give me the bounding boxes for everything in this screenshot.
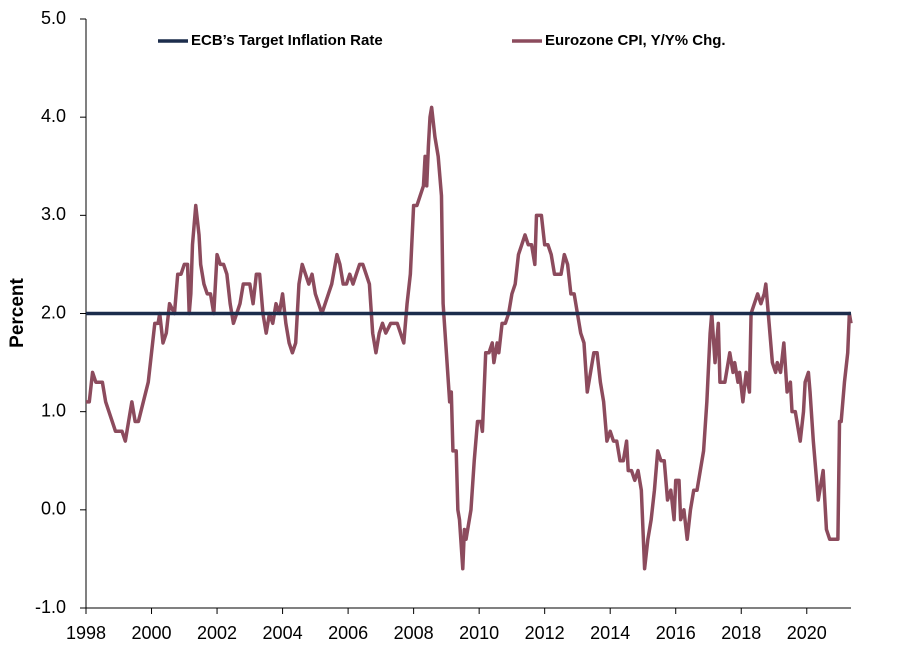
x-tick-label: 2016: [656, 623, 696, 643]
legend-label: Eurozone CPI, Y/Y% Chg.: [545, 32, 726, 49]
x-tick-label: 2000: [132, 623, 172, 643]
x-tick-label: 2018: [721, 623, 761, 643]
x-tick-label: 2014: [590, 623, 630, 643]
y-tick-label: 2.0: [41, 302, 66, 322]
x-tick-label: 2012: [525, 623, 565, 643]
y-tick-label: -1.0: [35, 597, 66, 617]
y-tick-label: 5.0: [41, 8, 66, 28]
x-tick-label: 2020: [787, 623, 827, 643]
y-tick-label: 1.0: [41, 400, 66, 420]
legend-label: ECB’s Target Inflation Rate: [191, 32, 383, 49]
x-tick-label: 1998: [66, 623, 106, 643]
y-axis-title: Percent: [7, 277, 28, 347]
series-line: [86, 105, 853, 571]
x-tick-label: 2004: [263, 623, 303, 643]
y-tick-label: 3.0: [41, 204, 66, 224]
y-tick-label: 0.0: [41, 499, 66, 519]
y-tick-label: 4.0: [41, 106, 66, 126]
x-tick-label: 2008: [394, 623, 434, 643]
x-tick-label: 2002: [197, 623, 237, 643]
x-tick-label: 2006: [328, 623, 368, 643]
x-tick-label: 2010: [459, 623, 499, 643]
